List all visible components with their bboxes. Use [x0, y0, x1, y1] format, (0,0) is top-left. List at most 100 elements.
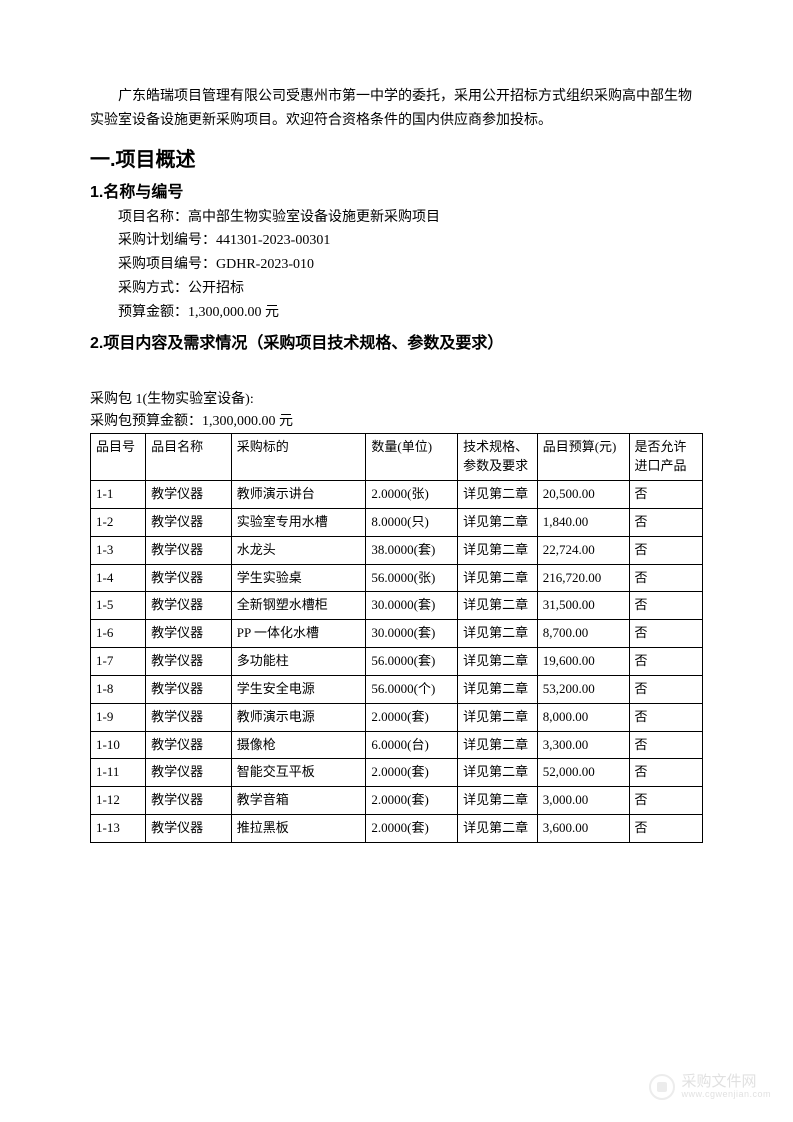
table-body: 1-1教学仪器教师演示讲台2.0000(张)详见第二章20,500.00否1-2…: [91, 481, 703, 843]
table-cell: 否: [629, 648, 702, 676]
table-cell: 摄像枪: [231, 731, 366, 759]
table-cell: 详见第二章: [458, 675, 538, 703]
watermark-cn: 采购文件网: [681, 1074, 771, 1091]
table-row: 1-4教学仪器学生实验桌56.0000(张)详见第二章216,720.00否: [91, 564, 703, 592]
table-cell: 22,724.00: [537, 536, 629, 564]
table-cell: 详见第二章: [458, 759, 538, 787]
table-cell: 1-12: [91, 787, 146, 815]
table-cell: 详见第二章: [458, 815, 538, 843]
table-cell: 否: [629, 620, 702, 648]
table-cell: 1,840.00: [537, 508, 629, 536]
table-cell: 多功能柱: [231, 648, 366, 676]
table-cell: 2.0000(套): [366, 787, 458, 815]
table-row: 1-9教学仪器教师演示电源2.0000(套)详见第二章8,000.00否: [91, 703, 703, 731]
plan-no-value: 441301-2023-00301: [216, 233, 330, 248]
table-cell: 8,000.00: [537, 703, 629, 731]
table-cell: 教学仪器: [146, 703, 232, 731]
table-cell: 学生实验桌: [231, 564, 366, 592]
col-header-budget: 品目预算(元): [537, 434, 629, 481]
table-cell: 详见第二章: [458, 592, 538, 620]
package-budget: 采购包预算金额：1,300,000.00 元: [90, 411, 703, 433]
field-proj-no: 采购项目编号：GDHR-2023-010: [118, 253, 703, 277]
table-cell: 216,720.00: [537, 564, 629, 592]
method-value: 公开招标: [188, 281, 244, 296]
watermark: 采购文件网 www.cgwenjian.com: [649, 1074, 771, 1100]
budget-label: 预算金额：: [118, 305, 188, 320]
table-header-row: 品目号 品目名称 采购标的 数量(单位) 技术规格、参数及要求 品目预算(元) …: [91, 434, 703, 481]
table-cell: 否: [629, 536, 702, 564]
table-cell: 推拉黑板: [231, 815, 366, 843]
table-cell: 否: [629, 592, 702, 620]
table-cell: 31,500.00: [537, 592, 629, 620]
table-cell: 教学仪器: [146, 815, 232, 843]
col-header-target: 采购标的: [231, 434, 366, 481]
watermark-text: 采购文件网 www.cgwenjian.com: [681, 1074, 771, 1100]
table-cell: 学生安全电源: [231, 675, 366, 703]
table-row: 1-12教学仪器教学音箱2.0000(套)详见第二章3,000.00否: [91, 787, 703, 815]
table-cell: 56.0000(套): [366, 648, 458, 676]
table-cell: 1-8: [91, 675, 146, 703]
table-cell: 教学仪器: [146, 564, 232, 592]
table-cell: 52,000.00: [537, 759, 629, 787]
package-budget-label: 采购包预算金额：: [90, 414, 202, 429]
table-cell: 否: [629, 815, 702, 843]
field-project-name: 项目名称：高中部生物实验室设备设施更新采购项目: [118, 206, 703, 230]
table-cell: 详见第二章: [458, 481, 538, 509]
col-header-name: 品目名称: [146, 434, 232, 481]
table-cell: 1-5: [91, 592, 146, 620]
table-row: 1-3教学仪器水龙头38.0000(套)详见第二章22,724.00否: [91, 536, 703, 564]
intro-paragraph: 广东皓瑞项目管理有限公司受惠州市第一中学的委托，采用公开招标方式组织采购高中部生…: [90, 85, 703, 133]
table-cell: 教学仪器: [146, 648, 232, 676]
table-cell: 否: [629, 759, 702, 787]
table-cell: 详见第二章: [458, 703, 538, 731]
budget-value: 1,300,000.00 元: [188, 305, 279, 320]
table-cell: 56.0000(个): [366, 675, 458, 703]
table-cell: 30.0000(套): [366, 620, 458, 648]
table-cell: 53,200.00: [537, 675, 629, 703]
table-cell: 8,700.00: [537, 620, 629, 648]
table-cell: 教师演示讲台: [231, 481, 366, 509]
table-row: 1-8教学仪器学生安全电源56.0000(个)详见第二章53,200.00否: [91, 675, 703, 703]
table-cell: 水龙头: [231, 536, 366, 564]
table-cell: 详见第二章: [458, 508, 538, 536]
table-cell: 1-4: [91, 564, 146, 592]
table-cell: 否: [629, 787, 702, 815]
package-budget-value: 1,300,000.00 元: [202, 414, 293, 429]
col-header-spec: 技术规格、参数及要求: [458, 434, 538, 481]
table-cell: 1-1: [91, 481, 146, 509]
table-cell: 实验室专用水槽: [231, 508, 366, 536]
table-cell: 详见第二章: [458, 564, 538, 592]
items-table: 品目号 品目名称 采购标的 数量(单位) 技术规格、参数及要求 品目预算(元) …: [90, 433, 703, 843]
table-cell: 6.0000(台): [366, 731, 458, 759]
table-cell: 38.0000(套): [366, 536, 458, 564]
table-cell: 教学仪器: [146, 481, 232, 509]
table-cell: 2.0000(套): [366, 703, 458, 731]
table-cell: 3,600.00: [537, 815, 629, 843]
table-row: 1-6教学仪器PP 一体化水槽30.0000(套)详见第二章8,700.00否: [91, 620, 703, 648]
sub2-title: 2.项目内容及需求情况（采购项目技术规格、参数及要求）: [90, 329, 703, 353]
table-cell: 1-13: [91, 815, 146, 843]
table-cell: 教学仪器: [146, 731, 232, 759]
proj-no-label: 采购项目编号：: [118, 257, 216, 272]
table-cell: 1-7: [91, 648, 146, 676]
table-cell: 详见第二章: [458, 787, 538, 815]
table-cell: 3,000.00: [537, 787, 629, 815]
table-cell: 否: [629, 481, 702, 509]
method-label: 采购方式：: [118, 281, 188, 296]
table-cell: 否: [629, 675, 702, 703]
table-cell: 详见第二章: [458, 620, 538, 648]
table-cell: 教学仪器: [146, 759, 232, 787]
table-cell: 56.0000(张): [366, 564, 458, 592]
table-cell: 1-9: [91, 703, 146, 731]
col-header-import: 是否允许进口产品: [629, 434, 702, 481]
table-row: 1-5教学仪器全新钢塑水槽柜30.0000(套)详见第二章31,500.00否: [91, 592, 703, 620]
table-cell: 否: [629, 731, 702, 759]
field-method: 采购方式：公开招标: [118, 277, 703, 301]
table-cell: 8.0000(只): [366, 508, 458, 536]
table-cell: 否: [629, 703, 702, 731]
table-row: 1-10教学仪器摄像枪6.0000(台)详见第二章3,300.00否: [91, 731, 703, 759]
table-cell: 19,600.00: [537, 648, 629, 676]
section1-title: 一.项目概述: [90, 143, 703, 172]
table-cell: 1-3: [91, 536, 146, 564]
table-row: 1-2教学仪器实验室专用水槽8.0000(只)详见第二章1,840.00否: [91, 508, 703, 536]
